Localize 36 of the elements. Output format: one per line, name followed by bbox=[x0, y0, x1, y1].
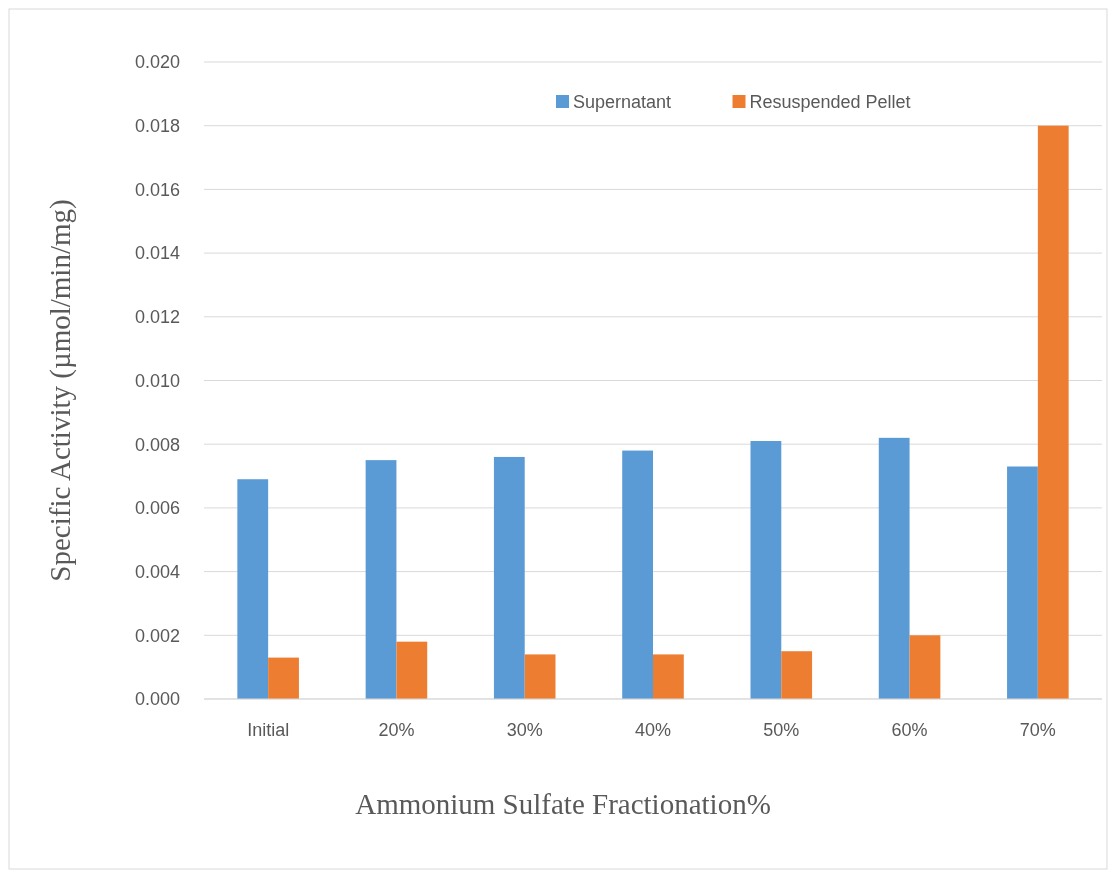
x-tick-label: 70% bbox=[1019, 720, 1056, 740]
bar bbox=[750, 441, 782, 699]
y-tick-label: 0.016 bbox=[134, 179, 180, 200]
y-tick-label: 0.004 bbox=[134, 561, 180, 582]
x-tick-label: 20% bbox=[378, 720, 415, 740]
x-tick-label: Initial bbox=[247, 720, 290, 740]
x-tick-label: 50% bbox=[763, 720, 800, 740]
bar bbox=[653, 654, 684, 699]
bar bbox=[781, 651, 813, 699]
x-tick-label: 40% bbox=[634, 720, 672, 740]
legend-label: Resuspended Pellet bbox=[749, 92, 911, 113]
bar bbox=[493, 456, 525, 699]
bar bbox=[396, 641, 428, 699]
x-tick-label: 30% bbox=[506, 720, 543, 740]
y-tick-label: 0.002 bbox=[134, 625, 180, 646]
y-tick-label: 0.012 bbox=[134, 307, 180, 328]
bar bbox=[365, 460, 397, 699]
bar bbox=[268, 657, 299, 699]
bar bbox=[1037, 125, 1069, 699]
y-tick-label: 0.006 bbox=[134, 498, 180, 519]
y-axis-title: Specific Activity (µmol/min/mg) bbox=[44, 199, 77, 582]
bar bbox=[524, 654, 556, 699]
legend-label: Supernatant bbox=[573, 92, 672, 113]
x-axis-title: Ammonium Sulfate Fractionation% bbox=[355, 788, 771, 820]
y-tick-label: 0.008 bbox=[134, 434, 180, 455]
y-tick-label: 0.010 bbox=[134, 370, 180, 391]
bar bbox=[1007, 466, 1038, 699]
x-tick-label: 60% bbox=[891, 720, 928, 740]
bar bbox=[909, 635, 941, 699]
y-tick-label: 0.014 bbox=[134, 243, 180, 264]
y-tick-label: 0.020 bbox=[134, 52, 180, 73]
bar bbox=[878, 437, 910, 699]
bar bbox=[622, 450, 653, 699]
bar bbox=[237, 479, 269, 699]
y-tick-label: 0.000 bbox=[134, 689, 180, 710]
y-tick-label: 0.018 bbox=[134, 116, 180, 136]
